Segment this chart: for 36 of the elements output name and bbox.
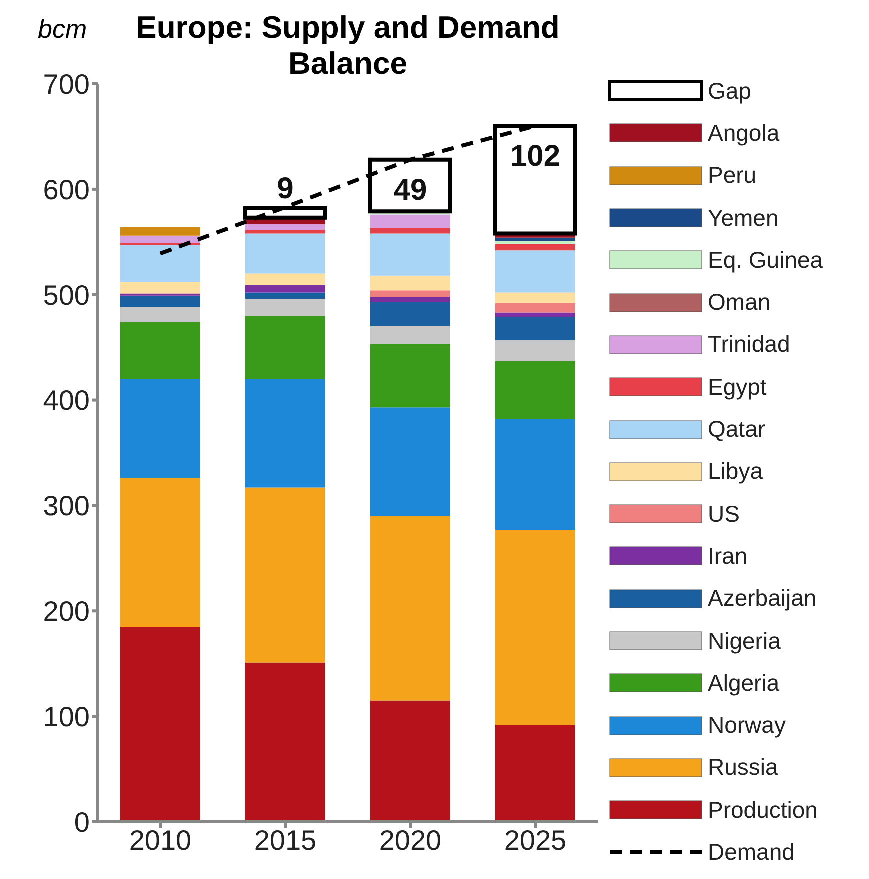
legend-label: Yemen	[708, 204, 779, 232]
legend-label: Nigeria	[708, 628, 781, 654]
y-tick-label: 400	[43, 385, 90, 416]
legend-label: Gap	[708, 78, 752, 105]
y-tick-label: 500	[43, 280, 90, 311]
legend-label: Azerbaijan	[708, 585, 817, 612]
legend-label: Russia	[708, 754, 778, 782]
data-label: 102	[510, 140, 561, 174]
legend-label: Egypt	[708, 374, 767, 401]
x-tick-label: 2010	[129, 824, 192, 856]
data-label: 9	[277, 172, 294, 206]
legend-label: US	[708, 500, 740, 528]
y-axis-title: bcm	[38, 14, 88, 45]
x-tick-label: 2015	[254, 824, 317, 856]
y-tick-label: 200	[43, 596, 90, 628]
x-tick-label: 2025	[504, 824, 567, 856]
y-tick-label: 600	[43, 174, 90, 206]
y-tick-label: 300	[43, 490, 90, 522]
data-label: 49	[394, 174, 428, 207]
y-tick-label: 100	[43, 702, 90, 733]
y-tick-label: 0	[74, 806, 90, 838]
legend-label: Iran	[708, 542, 748, 570]
legend-label: Eq. Guinea	[708, 246, 824, 274]
legend-label: Libya	[708, 458, 763, 486]
legend-label: Demand	[708, 838, 795, 866]
legend-label: Oman	[708, 289, 771, 316]
legend-label: Production	[708, 796, 818, 824]
chart-title: Europe: Supply and Demand Balance	[135, 10, 561, 82]
legend-label: Peru	[708, 162, 757, 190]
legend-label: Norway	[708, 712, 786, 740]
legend-label: Qatar	[708, 416, 766, 444]
y-tick-label: 700	[43, 68, 90, 100]
legend-label: Algeria	[708, 670, 780, 697]
x-tick-label: 2020	[379, 824, 442, 856]
legend-label: Trinidad	[708, 331, 790, 358]
legend-label: Angola	[708, 120, 780, 147]
